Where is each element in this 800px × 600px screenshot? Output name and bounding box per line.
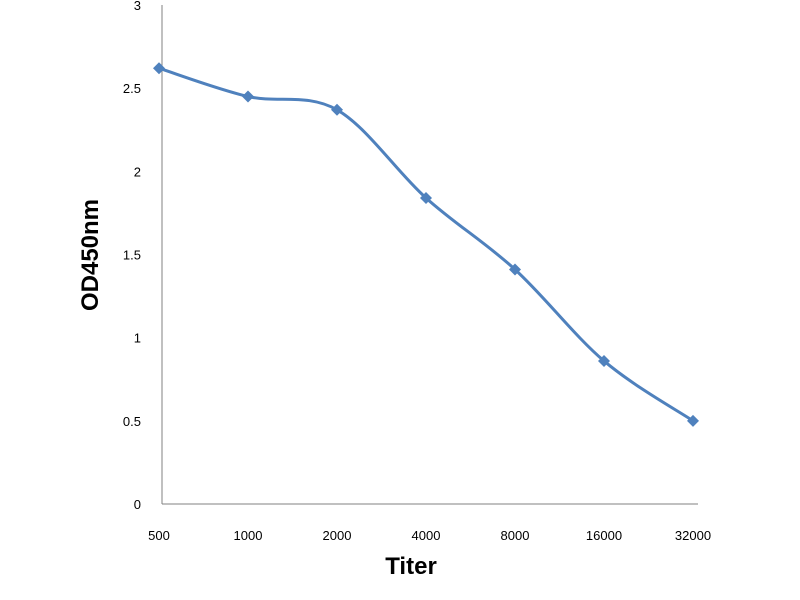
x-tick-label: 500 <box>148 528 170 543</box>
data-point-marker <box>242 90 254 103</box>
y-axis-title: OD450nm <box>77 199 104 311</box>
y-tick-label: 3 <box>134 0 141 13</box>
data-point-marker <box>509 263 521 276</box>
y-tick-label: 2 <box>134 164 141 179</box>
data-point-marker <box>598 354 610 367</box>
x-tick-label: 1000 <box>234 528 263 543</box>
series-line <box>158 66 694 423</box>
data-point-marker <box>153 62 165 75</box>
x-tick-label: 2000 <box>323 528 352 543</box>
x-tick-label: 4000 <box>412 528 441 543</box>
data-point-marker <box>331 103 343 116</box>
data-point-marker <box>687 414 699 427</box>
y-tick-label: 1 <box>134 331 141 346</box>
y-tick-label: 0 <box>134 497 141 512</box>
y-tick-labels: 0 0.5 1 1.5 2 2.5 3 <box>123 0 141 512</box>
x-tick-label: 8000 <box>501 528 530 543</box>
x-tick-label: 32000 <box>675 528 711 543</box>
y-tick-label: 1.5 <box>123 248 141 263</box>
y-tick-label: 0.5 <box>123 414 141 429</box>
x-tick-labels: 500 1000 2000 4000 8000 16000 32000 <box>148 528 711 543</box>
x-axis-title: Titer <box>385 553 437 580</box>
data-point-marker <box>420 191 432 204</box>
x-tick-label: 16000 <box>586 528 622 543</box>
series-group <box>153 62 699 427</box>
y-tick-label: 2.5 <box>123 81 141 96</box>
